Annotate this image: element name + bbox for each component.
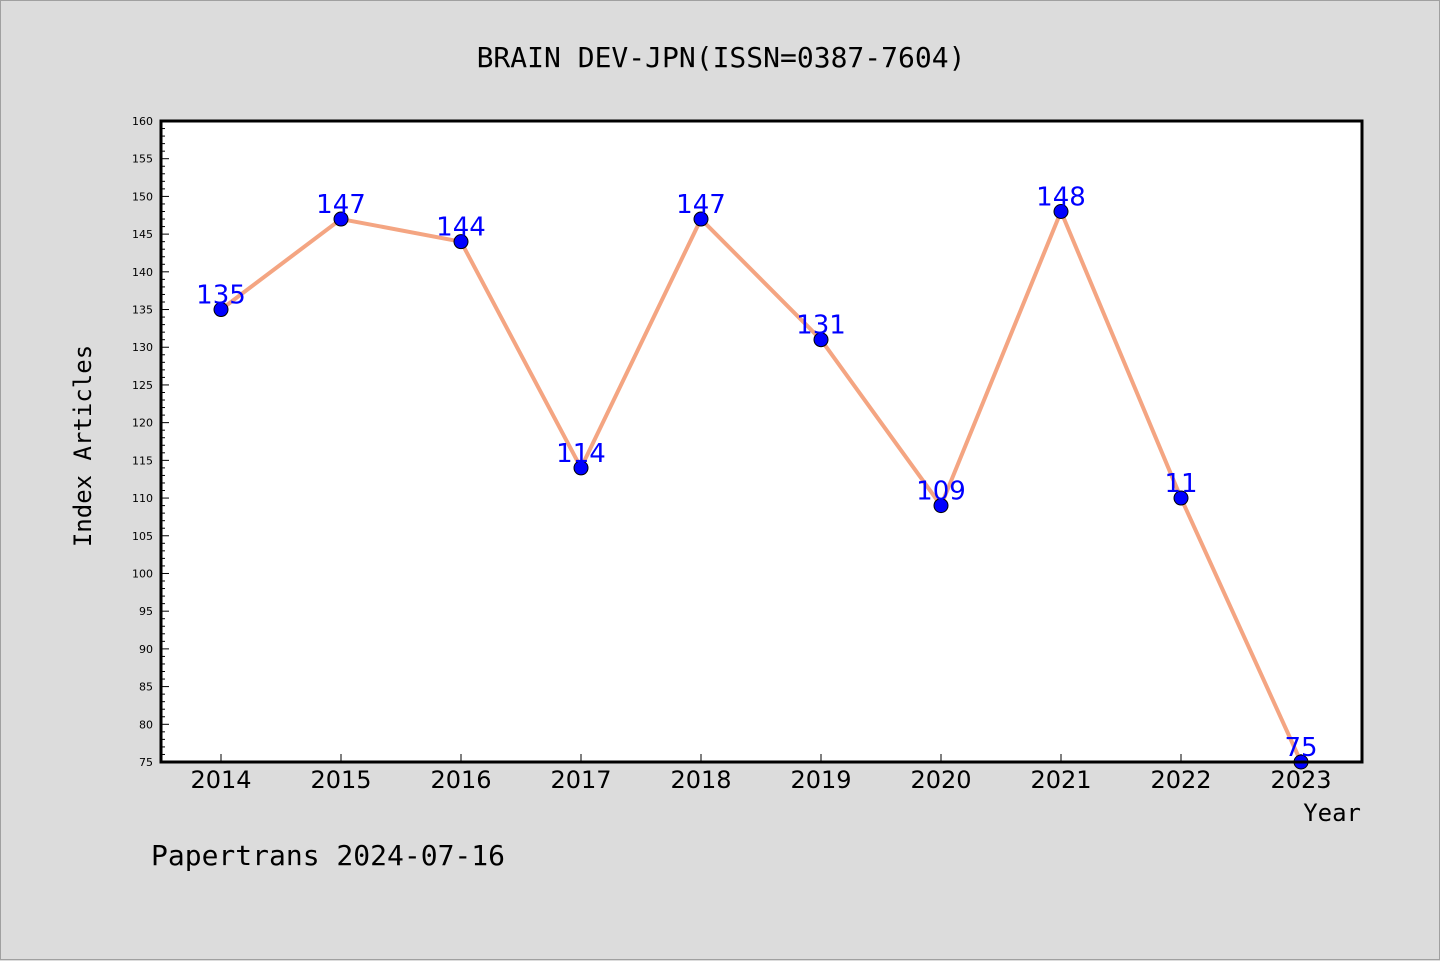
data-label: 135 — [196, 281, 246, 311]
y-tick-label: 130 — [132, 341, 153, 354]
data-point — [933, 498, 949, 514]
data-label: 131 — [796, 311, 846, 341]
plot-frame — [159, 119, 1364, 764]
x-tick-label: 2014 — [190, 766, 251, 794]
x-tick-label: 2019 — [790, 766, 851, 794]
data-point — [1053, 203, 1069, 219]
y-axis-ticks: 75 80 85 90 95 100 105 110 115 120 125 130 135 140 145… — [132, 115, 169, 769]
x-tick-label: 2020 — [910, 766, 971, 794]
x-tick-label: 2018 — [670, 766, 731, 794]
x-tick-label: 2022 — [1150, 766, 1211, 794]
data-label: 75 — [1284, 733, 1317, 763]
y-tick-label: 100 — [132, 567, 153, 580]
x-tick-label: 2015 — [310, 766, 371, 794]
data-label: 147 — [316, 190, 366, 220]
data-point — [1173, 490, 1189, 506]
y-axis-label: Index Articles — [69, 345, 97, 547]
data-point — [693, 211, 709, 227]
y-tick-label: 95 — [139, 605, 153, 618]
data-point — [573, 460, 589, 476]
y-tick-label: 150 — [132, 190, 153, 203]
data-point — [813, 332, 829, 348]
y-tick-label: 125 — [132, 379, 153, 392]
data-label: 147 — [676, 190, 726, 220]
data-point — [333, 211, 349, 227]
y-tick-label: 140 — [132, 266, 153, 279]
y-tick-label: 80 — [139, 718, 153, 731]
chart-title: BRAIN DEV-JPN(ISSN=0387-7604) — [477, 41, 966, 74]
plot-area — [161, 121, 1362, 762]
x-axis-label: Year — [1303, 799, 1361, 827]
y-tick-label: 145 — [132, 228, 153, 241]
y-tick-label: 160 — [132, 115, 153, 128]
data-label: 144 — [436, 213, 486, 243]
x-axis-ticks: 2014 2015 2016 2017 2018 2019 2020 2021 2022 2023 — [190, 754, 1332, 794]
data-label: 148 — [1036, 182, 1086, 212]
footer-credit: Papertrans 2024-07-16 — [151, 839, 505, 872]
y-tick-label: 110 — [132, 492, 153, 505]
y-tick-label: 120 — [132, 417, 153, 430]
x-tick-label: 2017 — [550, 766, 611, 794]
y-tick-label: 105 — [132, 530, 153, 543]
series-line — [219, 209, 1303, 764]
data-label: 114 — [556, 439, 606, 469]
y-tick-label: 75 — [139, 756, 153, 769]
y-tick-label: 135 — [132, 304, 153, 317]
y-tick-label: 115 — [132, 454, 153, 467]
x-tick-label: 2023 — [1270, 766, 1331, 794]
data-label: 109 — [916, 477, 966, 507]
x-tick-label: 2016 — [430, 766, 491, 794]
series-layer: 135 147 144 114 147 131 109 148 11 75 — [196, 182, 1318, 770]
data-point — [213, 302, 229, 318]
data-point — [453, 234, 469, 250]
y-tick-label: 85 — [139, 681, 153, 694]
y-tick-label: 90 — [139, 643, 153, 656]
y-tick-label: 155 — [132, 153, 153, 166]
x-tick-label: 2021 — [1030, 766, 1091, 794]
data-label: 11 — [1164, 469, 1197, 499]
